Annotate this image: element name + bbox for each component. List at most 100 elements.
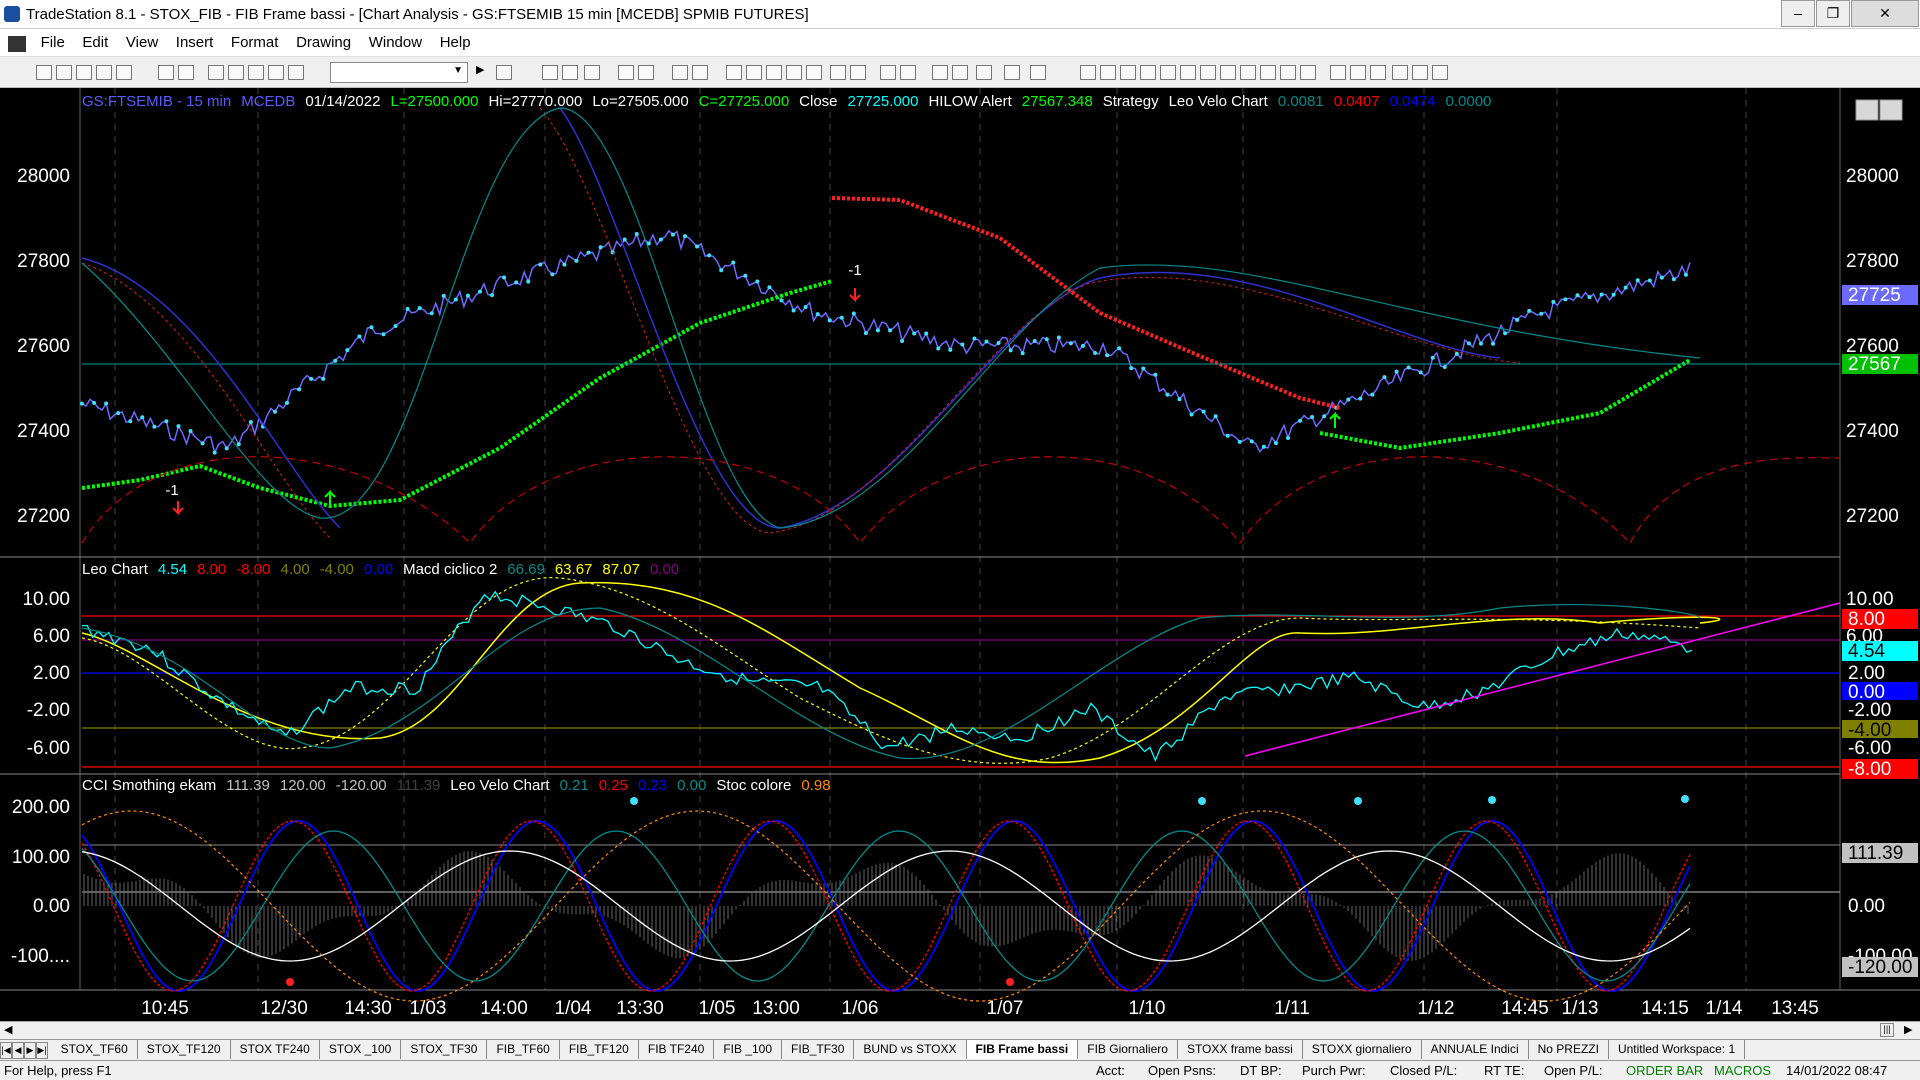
scroll-right-icon[interactable]: ▶ <box>1904 1024 1913 1036</box>
palette-icon[interactable] <box>288 65 304 80</box>
close-button[interactable]: ✕ <box>1851 0 1919 27</box>
horizontal-scrollbar[interactable]: ◀ ||| ▶ <box>0 1021 1920 1039</box>
open-icon[interactable] <box>56 65 72 80</box>
link-icon[interactable] <box>268 65 284 80</box>
tab-4[interactable]: STOX_TF30 <box>401 1040 488 1059</box>
panel-minimize-button[interactable] <box>1855 99 1879 121</box>
crosshair-icon[interactable] <box>952 65 968 80</box>
price-dot <box>791 308 796 313</box>
tab-2[interactable]: STOX TF240 <box>231 1040 320 1059</box>
chart-window-icon[interactable] <box>8 35 26 52</box>
fib-icon[interactable] <box>1160 65 1176 80</box>
scroll-left-icon[interactable]: ◀ <box>4 1024 13 1036</box>
scroll-thumb[interactable]: ||| <box>1880 1023 1894 1037</box>
tab-16[interactable]: No PREZZI <box>1529 1040 1609 1059</box>
status-macros[interactable]: MACROS <box>1714 1063 1772 1078</box>
table-icon[interactable] <box>584 65 600 80</box>
window-controls <box>1855 99 1903 121</box>
menu-format[interactable]: Format <box>230 34 279 51</box>
tab-prev-icon[interactable]: ◀ <box>12 1042 24 1059</box>
menu-drawing[interactable]: Drawing <box>296 34 352 51</box>
menu-insert[interactable]: Insert <box>175 34 214 51</box>
panel-restore-button[interactable] <box>1879 99 1903 121</box>
menu-edit[interactable]: Edit <box>82 34 109 51</box>
rectangle-icon[interactable] <box>1412 65 1428 80</box>
tab-5[interactable]: FIB_TF60 <box>487 1040 560 1059</box>
play-icon[interactable]: ▶ <box>476 64 485 76</box>
regression-icon[interactable] <box>1220 65 1236 80</box>
pen-icon[interactable] <box>1300 65 1316 80</box>
tab-14[interactable]: STOXX giornaliero <box>1303 1040 1422 1059</box>
search-icon[interactable] <box>496 65 512 80</box>
channel-icon[interactable] <box>1140 65 1156 80</box>
chart-svg[interactable]: -1 -1 GS:FTSEMIB - 15 min MCEDB 01/14/2022 L… <box>0 88 1920 1021</box>
candle-icon[interactable] <box>746 65 762 80</box>
tab-first-icon[interactable]: |◀ <box>0 1042 12 1059</box>
tab-15[interactable]: ANNUALE Indici <box>1422 1040 1529 1059</box>
tab-17[interactable]: Untitled Workspace: 1 <box>1609 1040 1746 1059</box>
chart-icon[interactable] <box>542 65 558 80</box>
chart-area[interactable]: -1 -1 GS:FTSEMIB - 15 min MCEDB 01/14/2022 L… <box>0 88 1920 1021</box>
tab-last-icon[interactable]: ▶| <box>36 1042 48 1059</box>
tab-8[interactable]: FIB _100 <box>714 1040 783 1059</box>
grid-icon[interactable] <box>562 65 578 80</box>
cascade-icon[interactable] <box>228 65 244 80</box>
zoom-out-icon[interactable] <box>900 65 916 80</box>
window-icon[interactable] <box>208 65 224 80</box>
indicator-icon[interactable] <box>618 65 634 80</box>
pan-left-icon[interactable] <box>830 65 846 80</box>
refresh-icon[interactable] <box>672 65 688 80</box>
hline-icon[interactable] <box>1100 65 1116 80</box>
minimize-button[interactable]: – <box>1781 0 1815 27</box>
print-icon[interactable] <box>158 65 174 80</box>
save-icon[interactable] <box>76 65 92 80</box>
volume-icon[interactable] <box>806 65 822 80</box>
snap-icon[interactable] <box>1030 65 1046 80</box>
tab-1[interactable]: STOX_TF120 <box>138 1040 231 1059</box>
workspace-icon[interactable] <box>96 65 112 80</box>
menu-help[interactable]: Help <box>439 34 471 51</box>
bar-chart-icon[interactable] <box>726 65 742 80</box>
tools-icon[interactable] <box>976 65 992 80</box>
line-icon[interactable] <box>766 65 782 80</box>
vline-icon[interactable] <box>1120 65 1136 80</box>
point-icon[interactable] <box>786 65 802 80</box>
text-icon[interactable] <box>1432 65 1448 80</box>
tab-next-icon[interactable]: ▶ <box>24 1042 36 1059</box>
print-preview-icon[interactable] <box>178 65 194 80</box>
symbol-combo[interactable]: ▼ <box>330 62 468 83</box>
tab-0[interactable]: STOX_TF60 <box>52 1040 138 1059</box>
gann-icon[interactable] <box>1180 65 1196 80</box>
tab-11[interactable]: FIB Frame bassi <box>966 1040 1079 1059</box>
arc-icon[interactable] <box>1240 65 1256 80</box>
folder-icon[interactable] <box>116 65 132 80</box>
menu-view[interactable]: View <box>125 34 159 51</box>
arrow-down-icon[interactable] <box>1350 65 1366 80</box>
tab-6[interactable]: FIB_TF120 <box>560 1040 639 1059</box>
menu-window[interactable]: Window <box>368 34 423 51</box>
tab-13[interactable]: STOXX frame bassi <box>1178 1040 1303 1059</box>
tab-3[interactable]: STOX _100 <box>320 1040 402 1059</box>
maximize-button[interactable]: ❐ <box>1816 0 1850 27</box>
status-order-bar[interactable]: ORDER BAR <box>1626 1063 1704 1078</box>
speed-icon[interactable] <box>1200 65 1216 80</box>
tile-icon[interactable] <box>248 65 264 80</box>
tab-9[interactable]: FIB_TF30 <box>782 1040 855 1059</box>
arrow-up-down-icon[interactable] <box>1330 65 1346 80</box>
arrow-up-icon[interactable] <box>1370 65 1386 80</box>
tab-7[interactable]: FIB TF240 <box>639 1040 715 1059</box>
measure-icon[interactable] <box>1260 65 1276 80</box>
menu-file[interactable]: File <box>40 34 65 51</box>
cycle-icon[interactable] <box>1280 65 1296 80</box>
arrange-icon[interactable] <box>1004 65 1020 80</box>
pointer-icon[interactable] <box>932 65 948 80</box>
zoom-in-icon[interactable] <box>880 65 896 80</box>
pan-right-icon[interactable] <box>850 65 866 80</box>
ellipse-icon[interactable] <box>1392 65 1408 80</box>
trendline-icon[interactable] <box>1080 65 1096 80</box>
tab-10[interactable]: BUND vs STOXX <box>854 1040 967 1059</box>
tab-12[interactable]: FIB Giornaliero <box>1078 1040 1178 1059</box>
new-icon[interactable] <box>36 65 52 80</box>
strategy-icon[interactable] <box>638 65 654 80</box>
copy-icon[interactable] <box>692 65 708 80</box>
